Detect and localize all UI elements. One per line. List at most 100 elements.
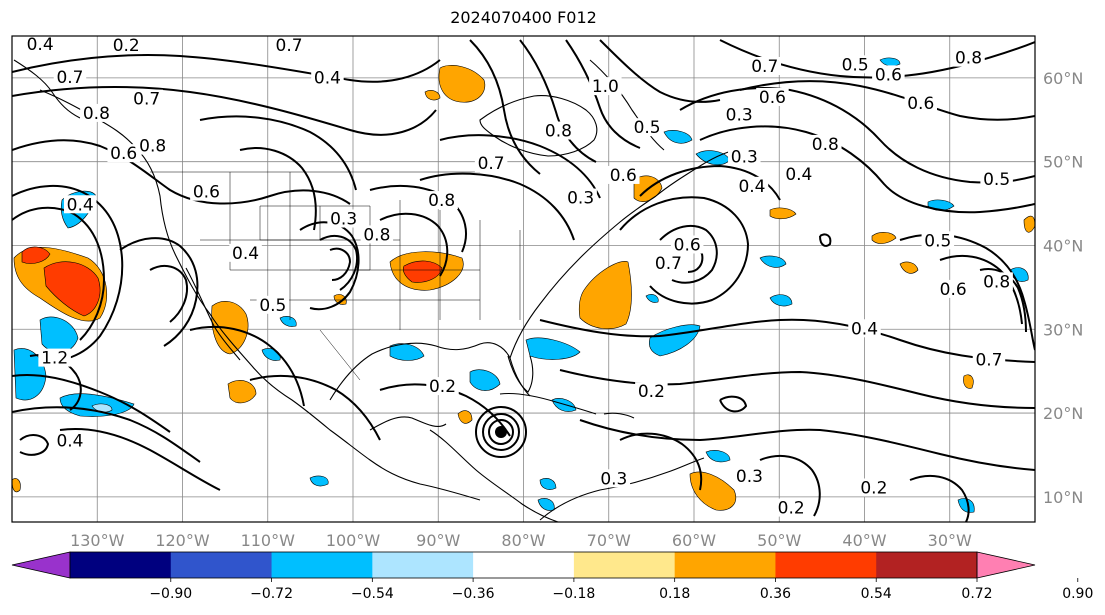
coastline-florida (507, 355, 534, 393)
contour-label: 0.6 (610, 166, 637, 186)
contour-label: 0.6 (110, 144, 137, 164)
contour-line (12, 206, 106, 341)
lat-tick-label: 10°N (1043, 488, 1083, 507)
coastline-atlantic-us (509, 195, 657, 359)
contour-line (565, 39, 641, 149)
lat-tick-label: 30°N (1043, 320, 1083, 339)
lon-tick-label: 80°W (501, 531, 545, 550)
contour-line (249, 374, 381, 441)
contour-label-bg (360, 225, 394, 244)
lat-tick-label: 50°N (1043, 153, 1083, 172)
contour-label: 0.4 (738, 177, 765, 197)
contour-label: 0.7 (133, 90, 160, 110)
contour-ring (488, 419, 514, 445)
contour-line (719, 395, 748, 413)
contour-line (619, 432, 703, 491)
lat-tick-label: 60°N (1043, 69, 1083, 88)
coastline-south-america (539, 457, 705, 521)
lat-tick-label: 20°N (1043, 404, 1083, 423)
colorbar-segment (70, 552, 172, 578)
contour-label: 0.6 (674, 235, 701, 255)
shade-blue-area (279, 316, 297, 327)
contour-label: 0.7 (276, 36, 303, 56)
coastline-central-america (429, 429, 559, 522)
shade-blue-area (645, 294, 659, 303)
colorbar-label: −0.54 (351, 586, 394, 602)
shade-blue-area (879, 57, 901, 67)
contour-label-bg (670, 235, 704, 254)
contour-label-bg (23, 36, 57, 54)
coastline-yucatan (369, 416, 447, 431)
contour-label: 0.3 (736, 467, 763, 487)
contour-line (739, 80, 1035, 121)
colorbar-label: −0.72 (250, 586, 293, 602)
coastline-cuba (499, 392, 597, 415)
shade-blue-area (663, 130, 693, 144)
latitude-tick-labels: 60°N 50°N 40°N 30°N 20°N 10°N (1043, 69, 1083, 507)
contour-label: 0.7 (478, 154, 505, 174)
colorbar-segment (876, 552, 978, 578)
contour-label-bg (136, 136, 169, 155)
contour-label-bg (38, 348, 71, 367)
contour-label-bg (474, 154, 508, 173)
contour-line (319, 234, 358, 291)
contour-line (379, 212, 449, 277)
colorbar-segment (573, 552, 676, 578)
contour-label: 0.8 (139, 137, 166, 157)
shade-blue-area (551, 398, 577, 412)
colorbar: −0.90 −0.72 −0.54 −0.36 −0.18 0.18 0.36 0.54 0.7… (11, 551, 1093, 602)
contour-label-bg (756, 88, 789, 107)
contour-label-bg (921, 231, 955, 250)
contour-label-bg (936, 279, 970, 298)
shade-orange-area (457, 410, 473, 424)
shade-blue-area (525, 337, 581, 360)
contour-label-bg (190, 182, 223, 201)
colorbar-frame (69, 551, 978, 579)
coastline-gulf-of-mexico (329, 342, 531, 401)
contour-label: 0.6 (907, 94, 934, 114)
shade-orange-area (769, 207, 797, 220)
contour-label-bg (980, 170, 1013, 189)
colorbar-extend-low (11, 551, 71, 579)
contour-label-bg (980, 272, 1013, 291)
contour-label-bg (229, 243, 262, 262)
colorbar-segment (271, 552, 373, 578)
contour-line (12, 406, 201, 463)
contour-label-bg (774, 498, 808, 517)
contour-line (819, 233, 832, 247)
contour-label: 0.6 (193, 183, 220, 203)
lon-tick-label: 40°W (842, 531, 886, 550)
shade-orange-area (578, 261, 632, 330)
colorbar-label: 0.90 (1062, 586, 1093, 602)
contour-line (599, 39, 721, 103)
contour-label-bg (564, 188, 597, 207)
contour-label: 0.7 (975, 350, 1002, 370)
contour-label-bg (733, 466, 766, 485)
contour-label-bg (728, 147, 761, 166)
lon-tick-label: 90°W (416, 531, 460, 550)
contour-label: 0.3 (731, 148, 758, 168)
shade-orange-area (438, 65, 486, 103)
shade-red-area (43, 261, 101, 317)
contour-label: 0.4 (232, 244, 259, 264)
contour-ring (482, 413, 520, 451)
contour-label-bg (606, 165, 640, 184)
colorbar-label: 0.54 (861, 586, 892, 602)
contour-label: 0.5 (634, 118, 661, 138)
contour-line (19, 434, 50, 456)
contour-label-bg (630, 118, 664, 137)
contour-label-bg (809, 134, 842, 153)
contour-label-bg (952, 48, 985, 67)
contour-label-bg (872, 65, 905, 84)
contour-label: 0.4 (56, 432, 83, 452)
lon-tick-label: 50°W (757, 531, 801, 550)
contour-label: 0.3 (600, 469, 627, 489)
shade-orange-area (1023, 215, 1035, 233)
shade-orange-area (12, 478, 21, 493)
lon-tick-label: 110°W (241, 531, 296, 550)
contour-label-bg (635, 382, 668, 401)
contour-label: 0.3 (726, 106, 753, 126)
contour-label: 0.3 (567, 189, 594, 209)
contour-label: 0.8 (428, 191, 455, 211)
